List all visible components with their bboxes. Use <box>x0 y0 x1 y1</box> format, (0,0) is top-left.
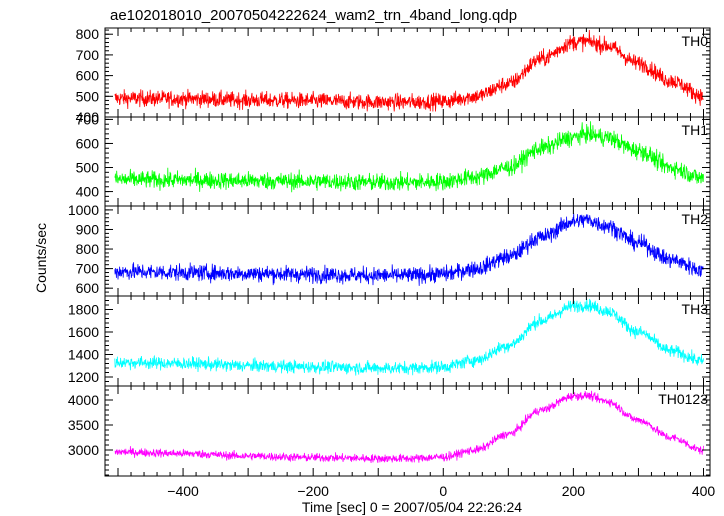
x-tick-label: 0 <box>439 483 447 499</box>
y-tick-label: 1800 <box>68 302 99 318</box>
panel-label: TH0 <box>682 33 709 49</box>
panel-frame <box>104 116 711 207</box>
chart-panels: 400 500 600 700 800 TH0 400 500 600 700 TH1 600 700 8… <box>68 26 716 499</box>
y-tick-label: 4000 <box>68 392 99 408</box>
y-tick-label: 1200 <box>68 369 99 385</box>
y-tick-label: 800 <box>76 26 100 42</box>
x-tick-label: 200 <box>562 483 586 499</box>
x-tick-label: 400 <box>692 483 716 499</box>
series-line-th2 <box>114 213 704 286</box>
series-line-th0123 <box>114 390 704 464</box>
y-tick-label: 500 <box>76 88 100 104</box>
x-axis-label: Time [sec] 0 = 2007/05/04 22:26:24 <box>302 499 522 515</box>
y-axis-label: Counts/sec <box>33 223 49 293</box>
panel-frame <box>104 295 711 387</box>
series-line-th3 <box>114 298 704 376</box>
x-tick-label: −400 <box>167 483 199 499</box>
y-tick-label: 400 <box>76 109 100 125</box>
panel-th3: 1200 1400 1600 1800 TH3 <box>68 295 711 387</box>
panel-label: TH0123 <box>658 391 708 407</box>
panel-label: TH3 <box>682 301 709 317</box>
panel-th0123: 3000 3500 4000 TH0123 <box>68 385 711 477</box>
y-tick-label: 700 <box>76 47 100 63</box>
series-line-th0 <box>114 29 704 112</box>
y-tick-label: 700 <box>76 261 100 277</box>
y-tick-label: 900 <box>76 221 100 237</box>
panel-th1: 400 500 600 700 TH1 <box>76 111 711 207</box>
panel-label: TH2 <box>682 211 709 227</box>
y-tick-label: 1000 <box>68 202 99 218</box>
panel-frame <box>104 385 711 477</box>
x-tick-label: −200 <box>297 483 329 499</box>
y-tick-label: 800 <box>76 241 100 257</box>
y-tick-label: 500 <box>76 160 100 176</box>
y-tick-label: 400 <box>76 184 100 200</box>
y-tick-label: 700 <box>76 111 100 127</box>
y-tick-label: 600 <box>76 68 100 84</box>
panel-th0: 400 500 600 700 800 TH0 <box>76 26 711 125</box>
y-tick-label: 1600 <box>68 324 99 340</box>
y-tick-label: 600 <box>76 280 100 296</box>
panel-frame <box>104 205 711 297</box>
chart-title: ae102018010_20070504222624_wam2_trn_4ban… <box>110 7 517 24</box>
panel-th2: 600 700 800 900 1000 TH2 <box>68 202 711 297</box>
y-tick-label: 3000 <box>68 442 99 458</box>
y-tick-label: 1400 <box>68 347 99 363</box>
y-tick-label: 600 <box>76 135 100 151</box>
y-tick-label: 3500 <box>68 417 99 433</box>
panel-label: TH1 <box>682 122 709 138</box>
series-line-th1 <box>114 121 704 193</box>
